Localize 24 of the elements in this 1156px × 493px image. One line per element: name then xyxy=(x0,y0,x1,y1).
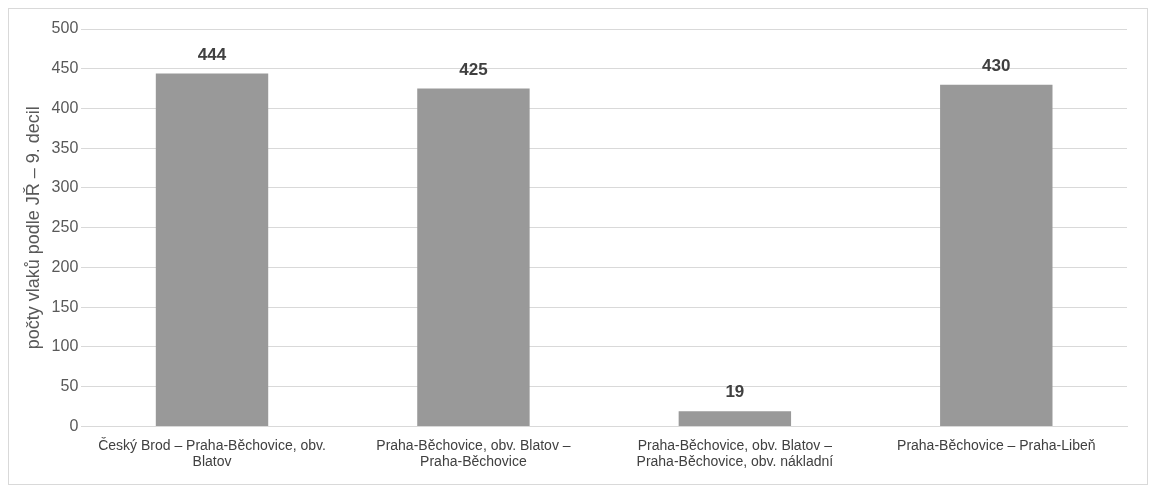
bar xyxy=(940,84,1053,426)
y-axis-title: počty vlaků podle JŘ – 9. decil xyxy=(22,106,43,350)
data-label: 425 xyxy=(459,59,488,79)
y-tick-label: 150 xyxy=(51,297,79,315)
y-tick-label: 300 xyxy=(51,178,79,196)
x-tick-label: Český Brod – Praha-Běchovice, obv. Blatov xyxy=(98,436,326,470)
y-tick-label: 200 xyxy=(51,257,79,275)
y-tick-label: 500 xyxy=(51,19,79,37)
bar xyxy=(678,411,792,426)
x-tick-label: Praha-Běchovice, obv. Blatov – Praha-Běchovice xyxy=(376,436,571,470)
y-tick-label: 100 xyxy=(51,337,79,355)
data-label: 444 xyxy=(197,44,227,64)
x-tick-label: Praha-Běchovice, obv. Blatov – Praha-Běchovice, obv. nákladní xyxy=(636,436,834,470)
y-tick-label: 50 xyxy=(60,377,79,395)
data-label: 430 xyxy=(982,55,1011,75)
bar xyxy=(155,73,269,426)
x-tick-label: Praha-Běchovice – Praha-Libeň xyxy=(897,436,1096,453)
y-tick-label: 350 xyxy=(51,138,79,156)
y-tick-label: 250 xyxy=(51,218,79,236)
y-tick-label: 450 xyxy=(51,59,79,77)
bar xyxy=(417,88,530,426)
y-tick-label: 400 xyxy=(51,98,79,116)
y-tick-label: 0 xyxy=(69,416,79,434)
data-label: 19 xyxy=(725,382,745,402)
